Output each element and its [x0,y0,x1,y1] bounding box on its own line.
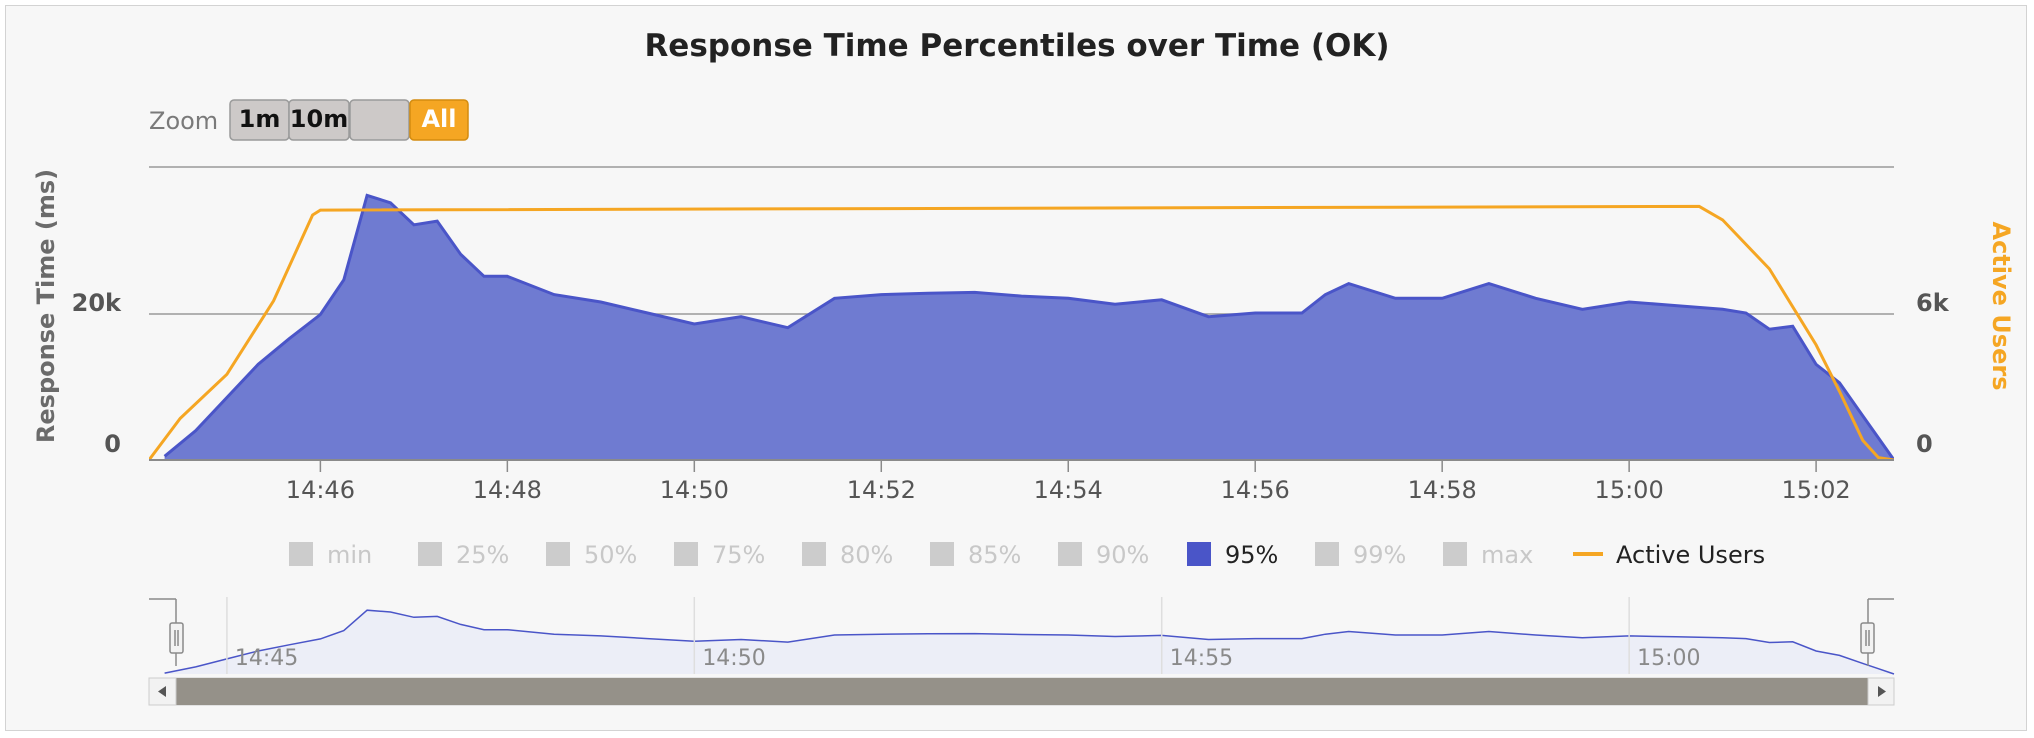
y-axis-title: Response Time (ms) [32,169,60,443]
legend-label: 80% [840,541,893,569]
legend-item-min[interactable]: min [289,541,372,569]
zoom-label: Zoom [149,107,218,135]
legend-symbol [1443,542,1467,566]
zoom-button-bg [288,99,350,141]
navigator[interactable]: 14:45 14:50 14:55 15:00 [149,597,1895,677]
legend-label: 85% [968,541,1021,569]
zoom-button-label: 10m [290,105,348,133]
legend-label: 75% [712,541,765,569]
x-tick-label: 14:48 [473,476,542,504]
series-95-line [163,193,1894,461]
x-tick-label: 15:00 [1595,476,1664,504]
legend-label: Active Users [1616,541,1765,569]
legend-item-90[interactable]: 90% [1058,541,1149,569]
x-tick-label: 14:56 [1221,476,1290,504]
zoom-button-label: All [421,105,456,133]
legend-symbol [418,542,442,566]
y-tick-label: 0 [104,430,121,458]
x-tick-label: 14:52 [847,476,916,504]
navigator-tick-label: 15:00 [1637,646,1700,671]
chart-title: Response Time Percentiles over Time (OK) [644,28,1389,64]
active-users-line [149,204,1894,461]
navigator-tick-label: 14:55 [1170,646,1233,671]
navigator-series-line [164,609,1895,675]
legend-label: 99% [1353,541,1406,569]
zoom-button-bg [409,99,469,141]
scroll-right-button[interactable] [1867,677,1895,706]
legend-symbol [546,542,570,566]
navigator-handle-left[interactable] [169,622,184,654]
legend-symbol [674,542,698,566]
legend-item-25[interactable]: 25% [418,541,509,569]
legend-symbol [930,542,954,566]
navigator-series-area [164,610,1895,674]
legend-item-50[interactable]: 50% [546,541,637,569]
chevron-left-icon [158,686,166,697]
x-tick-label: 14:58 [1408,476,1477,504]
response-time-percentiles-chart: Response Time Percentiles over Time (OK)… [32,28,2015,706]
navigator-tick-label: 14:45 [235,646,298,671]
y-tick-labels: 0 20k [72,289,122,458]
legend-label: 90% [1096,541,1149,569]
series-95-area [164,195,1894,460]
navigator-handle-right[interactable] [1860,622,1875,654]
legend-label: 25% [456,541,509,569]
chevron-right-icon [1878,686,1886,697]
y-right-axis-title: Active Users [1987,222,2015,391]
legend-item-95[interactable]: 95% [1187,541,1278,569]
chart-panel: Response Time Percentiles over Time (OK)… [5,5,2027,731]
scroll-left-button[interactable] [148,677,177,706]
legend-item-80[interactable]: 80% [802,541,893,569]
legend-item-active-users[interactable]: Active Users [1573,541,1765,569]
legend-symbol [289,542,313,566]
legend-symbol [1315,542,1339,566]
legend: min 25% 50% 75% 80% 85% 90% 95% 99% max Active Use… [289,541,1765,569]
legend-label: 95% [1225,541,1278,569]
y-right-tick-labels: 0 6k [1916,289,1950,458]
y-tick-label: 20k [72,289,122,317]
legend-item-99[interactable]: 99% [1315,541,1406,569]
legend-symbol [1058,542,1082,566]
zoom-button-blank[interactable] [349,99,410,141]
legend-label: 50% [584,541,637,569]
y-right-tick-label: 0 [1916,430,1933,458]
legend-item-max[interactable]: max [1443,541,1533,569]
zoom-button-bg [349,99,410,141]
x-tick-marks: 14:46 14:48 14:50 14:52 14:54 14:56 14:58 15:00… [286,460,1851,504]
legend-symbol [802,542,826,566]
zoom-button-label: 1m [239,105,281,133]
scrollbar[interactable] [148,677,1895,706]
navigator-tick-labels: 14:45 14:50 14:55 15:00 [226,597,1701,674]
x-tick-label: 15:02 [1782,476,1851,504]
legend-symbol [1187,542,1211,566]
y-right-tick-label: 6k [1916,289,1950,317]
legend-label: max [1481,541,1533,569]
x-tick-label: 14:54 [1034,476,1103,504]
navigator-tick-label: 14:50 [702,646,765,671]
zoom-button-All[interactable]: All [409,99,469,141]
zoom-button-group: 1m 10m All [229,99,469,141]
legend-item-85[interactable]: 85% [930,541,1021,569]
legend-item-75[interactable]: 75% [674,541,765,569]
legend-label: min [327,541,372,569]
scrollbar-thumb[interactable] [176,678,1868,705]
x-tick-label: 14:46 [286,476,355,504]
zoom-button-10m[interactable]: 10m [288,99,350,141]
x-tick-label: 14:50 [660,476,729,504]
zoom-button-1m[interactable]: 1m [229,99,290,141]
